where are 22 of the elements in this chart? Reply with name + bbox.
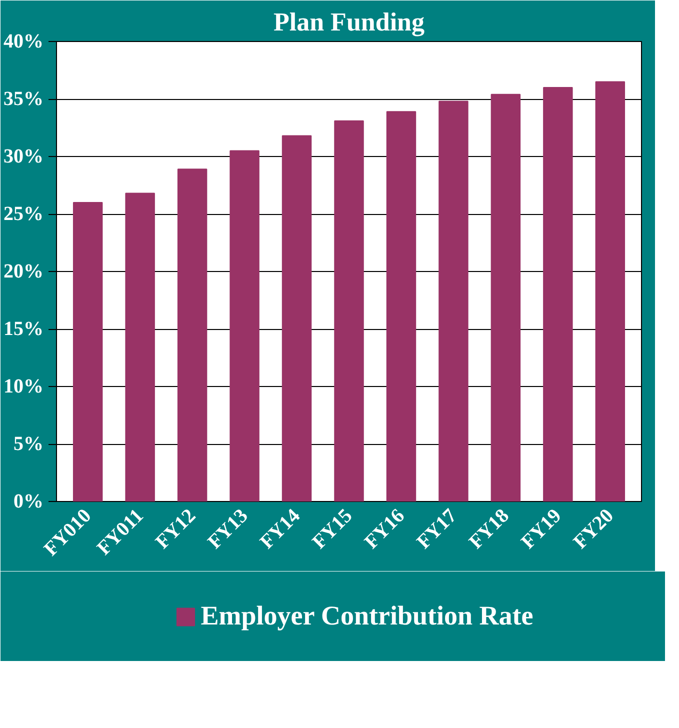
y-tick-label: 40% [4,30,44,52]
bar [438,100,468,502]
y-tick-label: 35% [4,88,44,110]
y-tick-label: 30% [4,146,44,168]
bar [282,135,312,502]
bar [543,87,573,502]
bar [177,168,208,502]
y-tick-label: 15% [4,318,44,340]
bar [72,202,103,502]
bar [230,150,260,502]
y-tick-label: 10% [4,376,44,398]
y-tick-label: 5% [14,433,44,455]
legend-label: Employer Contribution Rate [200,600,534,632]
bar [595,81,626,502]
bar [125,192,155,502]
bar [334,120,364,502]
y-tick-label: 25% [4,203,44,225]
bar [386,111,416,502]
y-tick-label: 0% [14,490,44,512]
y-tick-label: 20% [4,260,44,282]
bar [490,94,521,502]
chart-title: Plan Funding [273,8,425,36]
